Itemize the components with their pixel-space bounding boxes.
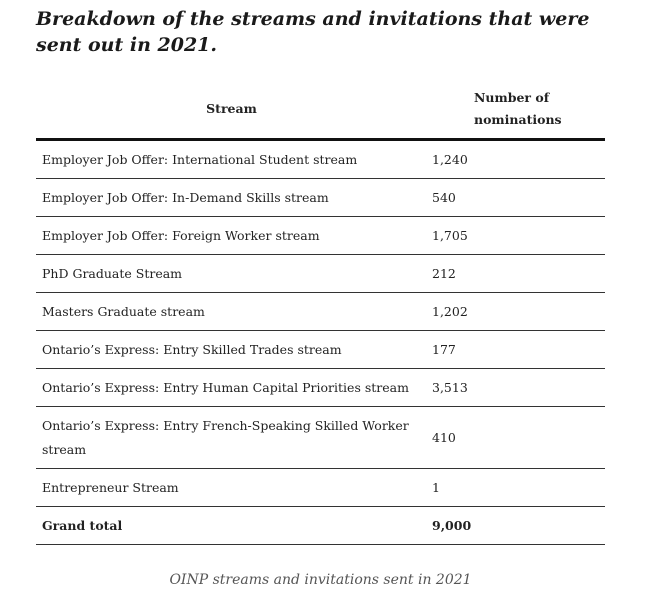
grand-total-row: Grand total 9,000 xyxy=(36,506,605,545)
nominations-cell: 1,705 xyxy=(427,216,605,255)
nominations-cell: 212 xyxy=(427,254,605,293)
stream-cell: Entrepreneur Stream xyxy=(36,468,427,507)
stream-cell: Masters Graduate stream xyxy=(36,292,427,331)
table-row: Entrepreneur Stream 1 xyxy=(36,468,605,507)
table-body: Employer Job Offer: International Studen… xyxy=(36,139,605,545)
table-header: Stream Number of nominations xyxy=(36,80,605,141)
nominations-cell: 1,202 xyxy=(427,292,605,331)
streams-table: Stream Number of nominations Employer Jo… xyxy=(36,80,605,545)
table-row: Masters Graduate stream 1,202 xyxy=(36,292,605,331)
table-caption: OINP streams and invitations sent in 202… xyxy=(169,572,472,588)
nominations-cell: 540 xyxy=(427,178,605,217)
grand-total-value: 9,000 xyxy=(427,506,605,545)
table-row: Employer Job Offer: Foreign Worker strea… xyxy=(36,216,605,255)
nominations-cell: 1,240 xyxy=(427,139,605,179)
stream-cell: Ontario’s Express: Entry Human Capital P… xyxy=(36,368,427,407)
stream-cell: Ontario’s Express: Entry French-Speaking… xyxy=(36,406,427,469)
nominations-cell: 177 xyxy=(427,330,605,369)
table-row: Employer Job Offer: International Studen… xyxy=(36,139,605,179)
nominations-cell: 1 xyxy=(427,468,605,507)
table-row: Ontario’s Express: Entry Human Capital P… xyxy=(36,368,605,407)
stream-cell: Employer Job Offer: International Studen… xyxy=(36,139,427,179)
grand-total-label: Grand total xyxy=(36,506,427,545)
table-row: Ontario’s Express: Entry Skilled Trades … xyxy=(36,330,605,369)
table-row: PhD Graduate Stream 212 xyxy=(36,254,605,293)
table-row: Employer Job Offer: In-Demand Skills str… xyxy=(36,178,605,217)
header-row: Stream Number of nominations xyxy=(36,80,605,141)
stream-cell: Employer Job Offer: In-Demand Skills str… xyxy=(36,178,427,217)
table-row: Ontario’s Express: Entry French-Speaking… xyxy=(36,406,605,469)
stream-cell: PhD Graduate Stream xyxy=(36,254,427,293)
header-number-of-nominations: Number of nominations xyxy=(427,80,605,141)
stream-cell: Ontario’s Express: Entry Skilled Trades … xyxy=(36,330,427,369)
header-stream: Stream xyxy=(36,80,427,141)
page-heading: Breakdown of the streams and invitations… xyxy=(36,8,590,56)
stream-cell: Employer Job Offer: Foreign Worker strea… xyxy=(36,216,427,255)
nominations-cell: 3,513 xyxy=(427,368,605,407)
nominations-cell: 410 xyxy=(427,406,605,469)
